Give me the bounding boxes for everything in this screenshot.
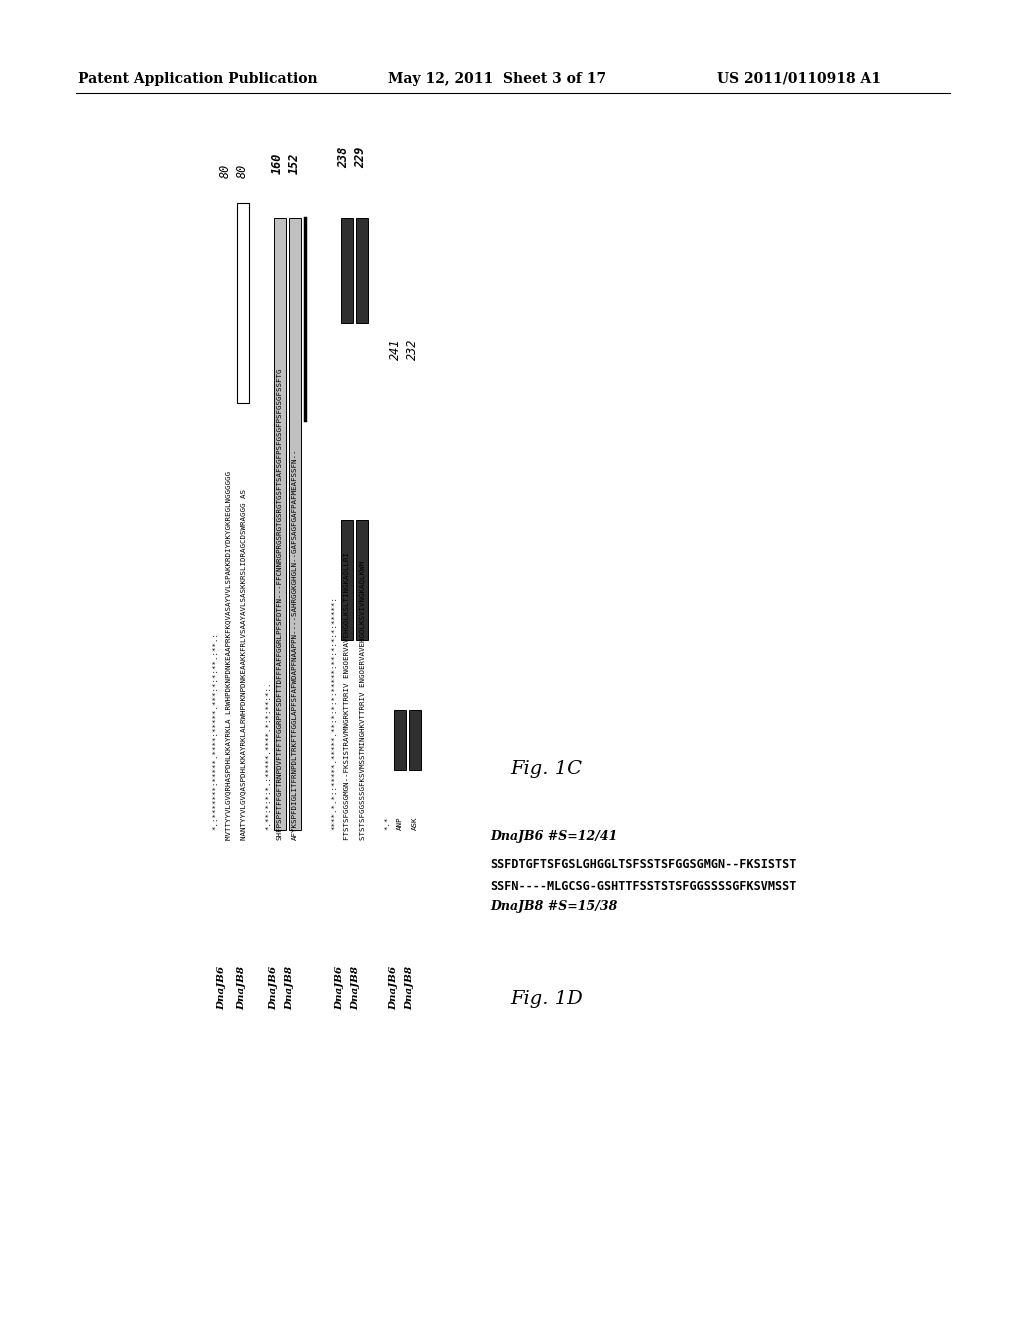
Text: 80: 80 [236,164,249,178]
Text: May 12, 2011  Sheet 3 of 17: May 12, 2011 Sheet 3 of 17 [388,73,606,86]
Text: ASK: ASK [412,817,418,830]
Text: ANP: ANP [397,817,403,830]
Text: DnaJB6 #S=12/41: DnaJB6 #S=12/41 [490,830,617,843]
Text: Patent Application Publication: Patent Application Publication [78,73,317,86]
Text: 241: 241 [389,339,402,360]
Text: NANTYYVLGVQASPDHLKKAYRKLALRWHPDKNPDNKEAAKKFRLVSAAYAVLSASKKRSLIDRAGCDSWRAGGG AS: NANTYYVLGVQASPDHLKKAYRKLALRWHPDKNPDNKEAA… [240,488,246,840]
Text: 238: 238 [337,147,350,168]
Text: *.:*******:*****.****:*****.***:*:*:**.:**.:: *.:*******:*****.****:*****.***:*:*:**.:… [212,632,218,830]
Bar [341,218,353,323]
Text: DnaJB6: DnaJB6 [269,966,279,1010]
Text: DnaJB6: DnaJB6 [217,966,226,1010]
Text: SSFDTGFTSFGSLGHGGLTSFSSTSFGGSGMGN--FKSISTST: SSFDTGFTSFGSLGHGGLTSFSSTSFGGSGMGN--FKSIS… [490,858,797,871]
Text: DnaJB8: DnaJB8 [286,966,295,1010]
Text: 229: 229 [354,147,367,168]
Bar [356,218,368,323]
Text: DnaJB8: DnaJB8 [238,966,247,1010]
Bar [341,520,353,640]
Text: DnaJB8: DnaJB8 [351,966,360,1010]
Text: DnaJB8 #S=15/38: DnaJB8 #S=15/38 [490,900,617,913]
Bar [289,218,301,830]
Text: 232: 232 [406,339,419,360]
Bar [409,710,421,770]
Text: STSTSFGGSSSGFKSVMSSTMINGHKVTTRRIV ENGOERVAVEHGOLKSVIVNGKAQLKWM: STSTSFGGSSSGFKSVMSSTMINGHKVTTRRIV ENGOER… [359,561,365,840]
Text: 80: 80 [219,164,232,178]
Text: Fig. 1D: Fig. 1D [510,990,583,1008]
Text: AFYKSPFDIGLITFRNPDLTRKFTFGGLAPFSFAFWDAPFNAAPPN----SAHRGGKGHGLN--GAFSAGFGAFPAFMEA: AFYKSPFDIGLITFRNPDLTRKFTFGGLAPFSFAFWDAPF… [292,449,298,840]
Text: MVTTYYVLGVQRHASPDHLKKAYRKLA LRWHPDKNPDNKEAAPRKFKQVASAYVVLSPAKKRDIYDKYGKREGLNGGGG: MVTTYYVLGVQRHASPDHLKKAYRKLA LRWHPDKNPDNK… [225,471,231,840]
Bar [274,218,286,830]
Text: *.*: *.* [384,817,390,830]
Text: DnaJB6: DnaJB6 [336,966,344,1010]
Text: FTSTSFGGSGMGN--FKSISTRAVMNGRKTTRRIV ENGOERVAVEHGOLKSLTINGKAOLLRI: FTSTSFGGSGMGN--FKSISTRAVMNGRKTTRRIV ENGO… [344,552,350,840]
Bar [237,203,249,403]
Text: ****.*.*::*****.*****.**:*:*:*:*****:**:*:*:*:*****:: ****.*.*::*****.*****.**:*:*:*:*****:**:… [331,597,337,830]
Text: 160: 160 [271,153,284,174]
Text: US 2011/0110918 A1: US 2011/0110918 A1 [717,73,881,86]
Text: DnaJB6: DnaJB6 [389,966,398,1010]
Bar [394,710,406,770]
Text: SHFPSPFTFFGFTRNPDVFTFFTFGGRPFFSDFTTDFFFAFFGGRLPFSFDTFN---FFCNNRGPRGSRGTGSRGTGSFT: SHFPSPFTFFGFTRNPDVFTFFTFGGRPFFSDFTTDFFFA… [278,367,283,840]
Text: SSFN----MLGCSG-GSHTTFSSTSTSFGGSSSSGFKSVMSST: SSFN----MLGCSG-GSHTTFSSTSTSFGGSSSSGFKSVM… [490,880,797,894]
Text: *.**:*:*:*.:*****.****.*:*:**:*:.: *.**:*:*:*.:*****.****.*:*:**:*:. [265,681,271,830]
Text: 152: 152 [288,153,301,174]
Text: DnaJB8: DnaJB8 [406,966,415,1010]
Text: Fig. 1C: Fig. 1C [510,760,582,777]
Bar [356,520,368,640]
